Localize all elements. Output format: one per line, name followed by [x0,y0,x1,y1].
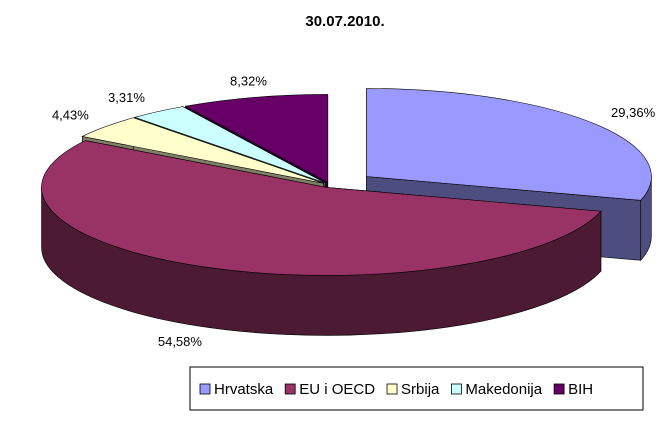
legend-text: Srbija [401,381,440,398]
slice [184,94,329,183]
slice [133,106,326,184]
data-label: 29,36% [611,105,656,120]
slice [366,88,652,201]
legend-swatch [199,383,211,395]
legend-text: Makedonija [465,381,542,398]
data-label: 3,31% [108,90,145,105]
legend-swatch [284,383,296,395]
legend-text: EU i OECD [299,381,375,398]
data-label: 8,32% [230,73,267,88]
legend-swatch [450,383,462,395]
legend-swatch [553,383,565,395]
legend-box [189,366,644,411]
data-label: 54,58% [158,334,203,349]
slice [81,117,324,184]
legend-text: Hrvatska [214,381,274,398]
legend-swatch [386,383,398,395]
chart-title: 30.07.2010. [305,13,384,30]
slice [41,140,602,276]
legend-text: BIH [568,381,593,398]
data-label: 4,43% [52,108,89,123]
